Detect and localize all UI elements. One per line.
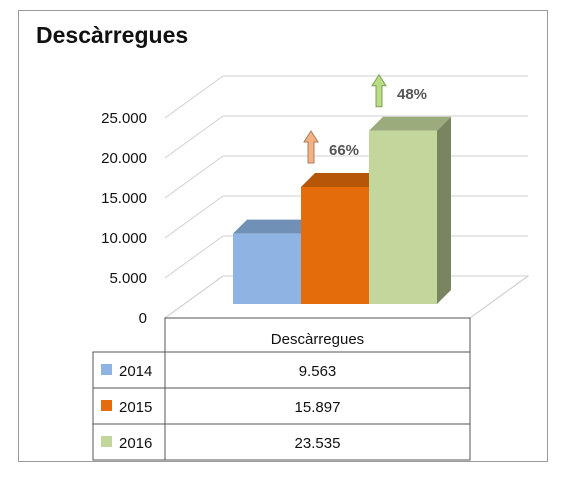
legend-swatch-2016 xyxy=(101,436,112,447)
bar-2014 xyxy=(233,233,301,304)
gridline xyxy=(164,75,528,119)
y-tick-label: 10.000 xyxy=(101,230,147,247)
y-tick-label: 0 xyxy=(139,310,147,327)
data-label-2014: 9.563 xyxy=(299,363,337,380)
y-tick-label: 15.000 xyxy=(101,190,147,207)
legend-label-2016: 2016 xyxy=(119,435,152,452)
data-table-header: Descàrregues xyxy=(271,331,364,348)
bar-side-2016 xyxy=(437,116,451,304)
data-table-row xyxy=(92,423,471,461)
bar-top-2016 xyxy=(369,116,451,131)
growth-label-2015: 66% xyxy=(329,142,359,159)
y-tick-label: 25.000 xyxy=(101,110,147,127)
growth-label-2016: 48% xyxy=(397,86,427,103)
y-tick-label: 5.000 xyxy=(109,270,147,287)
y-tick-label: 20.000 xyxy=(101,150,147,167)
gridline xyxy=(164,115,528,159)
legend-swatch-2015 xyxy=(101,400,112,411)
growth-arrow-icon xyxy=(371,73,387,108)
legend-label-2014: 2014 xyxy=(119,363,152,380)
data-label-2016: 23.535 xyxy=(295,435,341,452)
bar-2016 xyxy=(369,130,437,304)
bar-top-2014 xyxy=(233,219,315,234)
data-label-2015: 15.897 xyxy=(295,399,341,416)
growth-arrow-icon xyxy=(303,130,319,164)
legend-swatch-2014 xyxy=(101,364,112,375)
bar-2015 xyxy=(301,186,369,304)
chart-title: Descàrregues xyxy=(36,22,189,48)
legend-label-2015: 2015 xyxy=(119,399,152,416)
bar-top-2015 xyxy=(301,172,383,187)
